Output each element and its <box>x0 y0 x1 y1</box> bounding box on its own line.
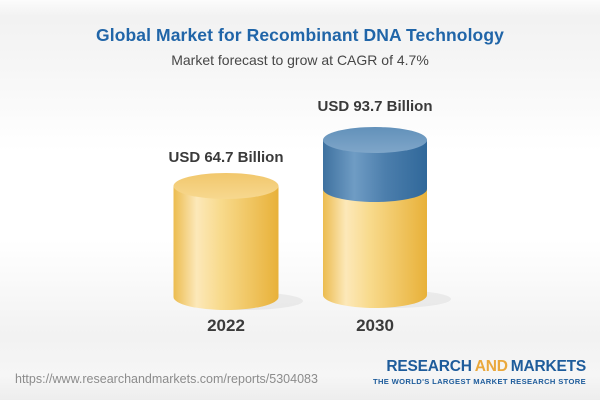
source-url: https://www.researchandmarkets.com/repor… <box>15 372 318 386</box>
bar-2022-cylinder-side <box>173 186 279 310</box>
bar-2030-cylinder-top <box>323 127 427 153</box>
chart-subtitle: Market forecast to grow at CAGR of 4.7% <box>171 52 429 68</box>
logo-word-and: AND <box>474 358 508 375</box>
logo-word-markets: MARKETS <box>510 358 586 375</box>
bar-2030-forecast-segment <box>323 140 427 202</box>
logo-tagline: THE WORLD'S LARGEST MARKET RESEARCH STOR… <box>372 377 586 386</box>
bar-2022-cylinder-top <box>173 173 279 199</box>
research-and-markets-logo: RESEARCH AND MARKETS THE WORLD'S LARGEST M… <box>372 359 586 387</box>
logo-wordmark: RESEARCH AND MARKETS <box>373 359 586 375</box>
logo-word-research: RESEARCH <box>386 358 472 375</box>
chart-title: Global Market for Recombinant DNA Techno… <box>96 25 504 45</box>
value-label-2022: USD 64.7 Billion <box>168 149 284 166</box>
category-label-2030: 2030 <box>356 316 394 335</box>
bar-2030-base-segment <box>323 186 427 308</box>
category-label-2022: 2022 <box>207 316 245 335</box>
value-label-2030: USD 93.7 Billion <box>317 98 433 115</box>
